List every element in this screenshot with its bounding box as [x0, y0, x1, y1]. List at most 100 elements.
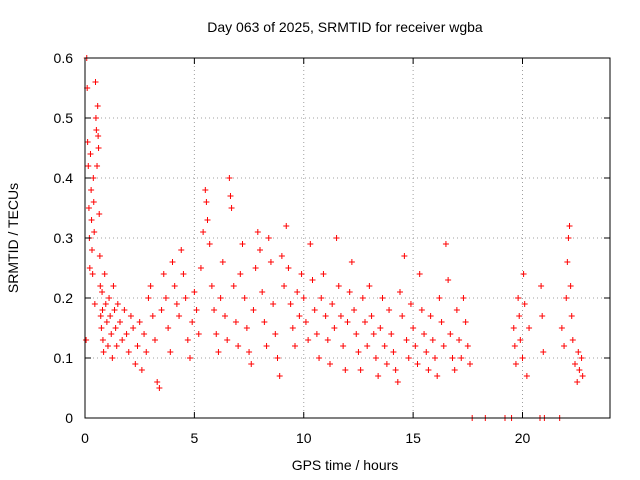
data-point: [322, 313, 329, 319]
data-point: [112, 325, 119, 331]
data-point: [432, 355, 438, 361]
data-point: [278, 253, 285, 259]
data-point: [237, 271, 244, 277]
data-point: [85, 205, 92, 211]
data-point: [397, 289, 403, 295]
data-point: [158, 307, 165, 313]
data-point: [460, 295, 467, 301]
data-point: [333, 235, 340, 241]
data-point: [103, 319, 110, 325]
data-point: [425, 367, 432, 373]
data-point: [561, 343, 568, 349]
data-point: [121, 307, 128, 313]
data-point: [324, 337, 331, 343]
y-tick-label: 0.6: [54, 50, 74, 66]
data-point: [451, 367, 458, 373]
data-point: [456, 337, 463, 343]
data-point: [517, 337, 524, 343]
data-point: [89, 271, 96, 277]
data-point: [392, 367, 399, 373]
x-axis-label: GPS time / hours: [292, 457, 399, 473]
data-point: [110, 283, 117, 289]
data-point: [575, 349, 582, 355]
data-point: [386, 307, 393, 313]
data-point: [300, 295, 307, 301]
data-point: [91, 301, 98, 307]
axis-ticks: [84, 57, 610, 419]
data-point: [94, 103, 101, 109]
data-point: [418, 307, 425, 313]
plot-frame: [84, 57, 611, 419]
data-point: [189, 319, 196, 325]
data-point: [100, 349, 107, 355]
data-point: [520, 271, 527, 277]
data-point: [565, 235, 572, 241]
data-point: [265, 235, 272, 241]
data-point: [127, 313, 134, 319]
data-point: [342, 367, 349, 373]
data-point: [99, 289, 106, 295]
data-point: [511, 343, 518, 349]
data-point: [252, 265, 259, 271]
data-point: [160, 271, 167, 277]
data-point: [102, 301, 109, 307]
data-point: [191, 289, 198, 295]
data-point: [462, 319, 469, 325]
y-tick-label: 0.3: [54, 230, 74, 246]
data-point: [92, 115, 99, 121]
data-point: [298, 271, 305, 277]
data-point: [169, 259, 176, 265]
data-point: [375, 373, 382, 379]
data-point: [95, 133, 102, 139]
data-point: [99, 307, 106, 313]
data-point: [87, 151, 94, 157]
data-point: [512, 361, 519, 367]
x-tick-labels: 0 5 10 15 20: [81, 430, 530, 446]
data-point: [187, 355, 193, 361]
data-point: [394, 379, 401, 385]
data-point: [267, 259, 274, 265]
data-point: [436, 295, 443, 301]
data-point: [143, 349, 150, 355]
data-point: [154, 379, 161, 385]
data-point: [521, 301, 528, 307]
data-point: [344, 319, 351, 325]
data-point: [173, 301, 180, 307]
data-point: [403, 337, 410, 343]
data-point: [89, 247, 95, 253]
data-point: [228, 205, 235, 211]
data-point: [285, 265, 292, 271]
data-point: [227, 193, 234, 199]
data-point: [377, 325, 384, 331]
data-point: [274, 355, 281, 361]
data-point: [106, 295, 113, 301]
data-point: [399, 313, 406, 319]
x-tick-label: 15: [405, 430, 421, 446]
data-point: [292, 343, 298, 349]
data-point: [204, 217, 211, 223]
data-point: [566, 223, 573, 229]
data-point: [90, 199, 97, 205]
data-point: [572, 361, 578, 367]
y-tick-label: 0.2: [54, 290, 74, 306]
data-point: [257, 247, 263, 253]
data-point: [195, 331, 202, 337]
data-point: [261, 319, 268, 325]
data-point: [296, 313, 303, 319]
data-point: [407, 301, 414, 307]
data-point: [208, 283, 215, 289]
data-point: [569, 337, 576, 343]
data-point: [171, 283, 178, 289]
data-point: [539, 313, 546, 319]
data-point: [130, 325, 137, 331]
data-point: [217, 295, 224, 301]
data-point: [442, 241, 449, 247]
data-point: [96, 253, 103, 259]
data-point: [184, 337, 191, 343]
data-point: [563, 295, 570, 301]
data-point: [200, 229, 207, 235]
data-point: [281, 283, 288, 289]
data-point: [578, 355, 585, 361]
data-point: [226, 175, 233, 181]
data-point: [180, 271, 187, 277]
